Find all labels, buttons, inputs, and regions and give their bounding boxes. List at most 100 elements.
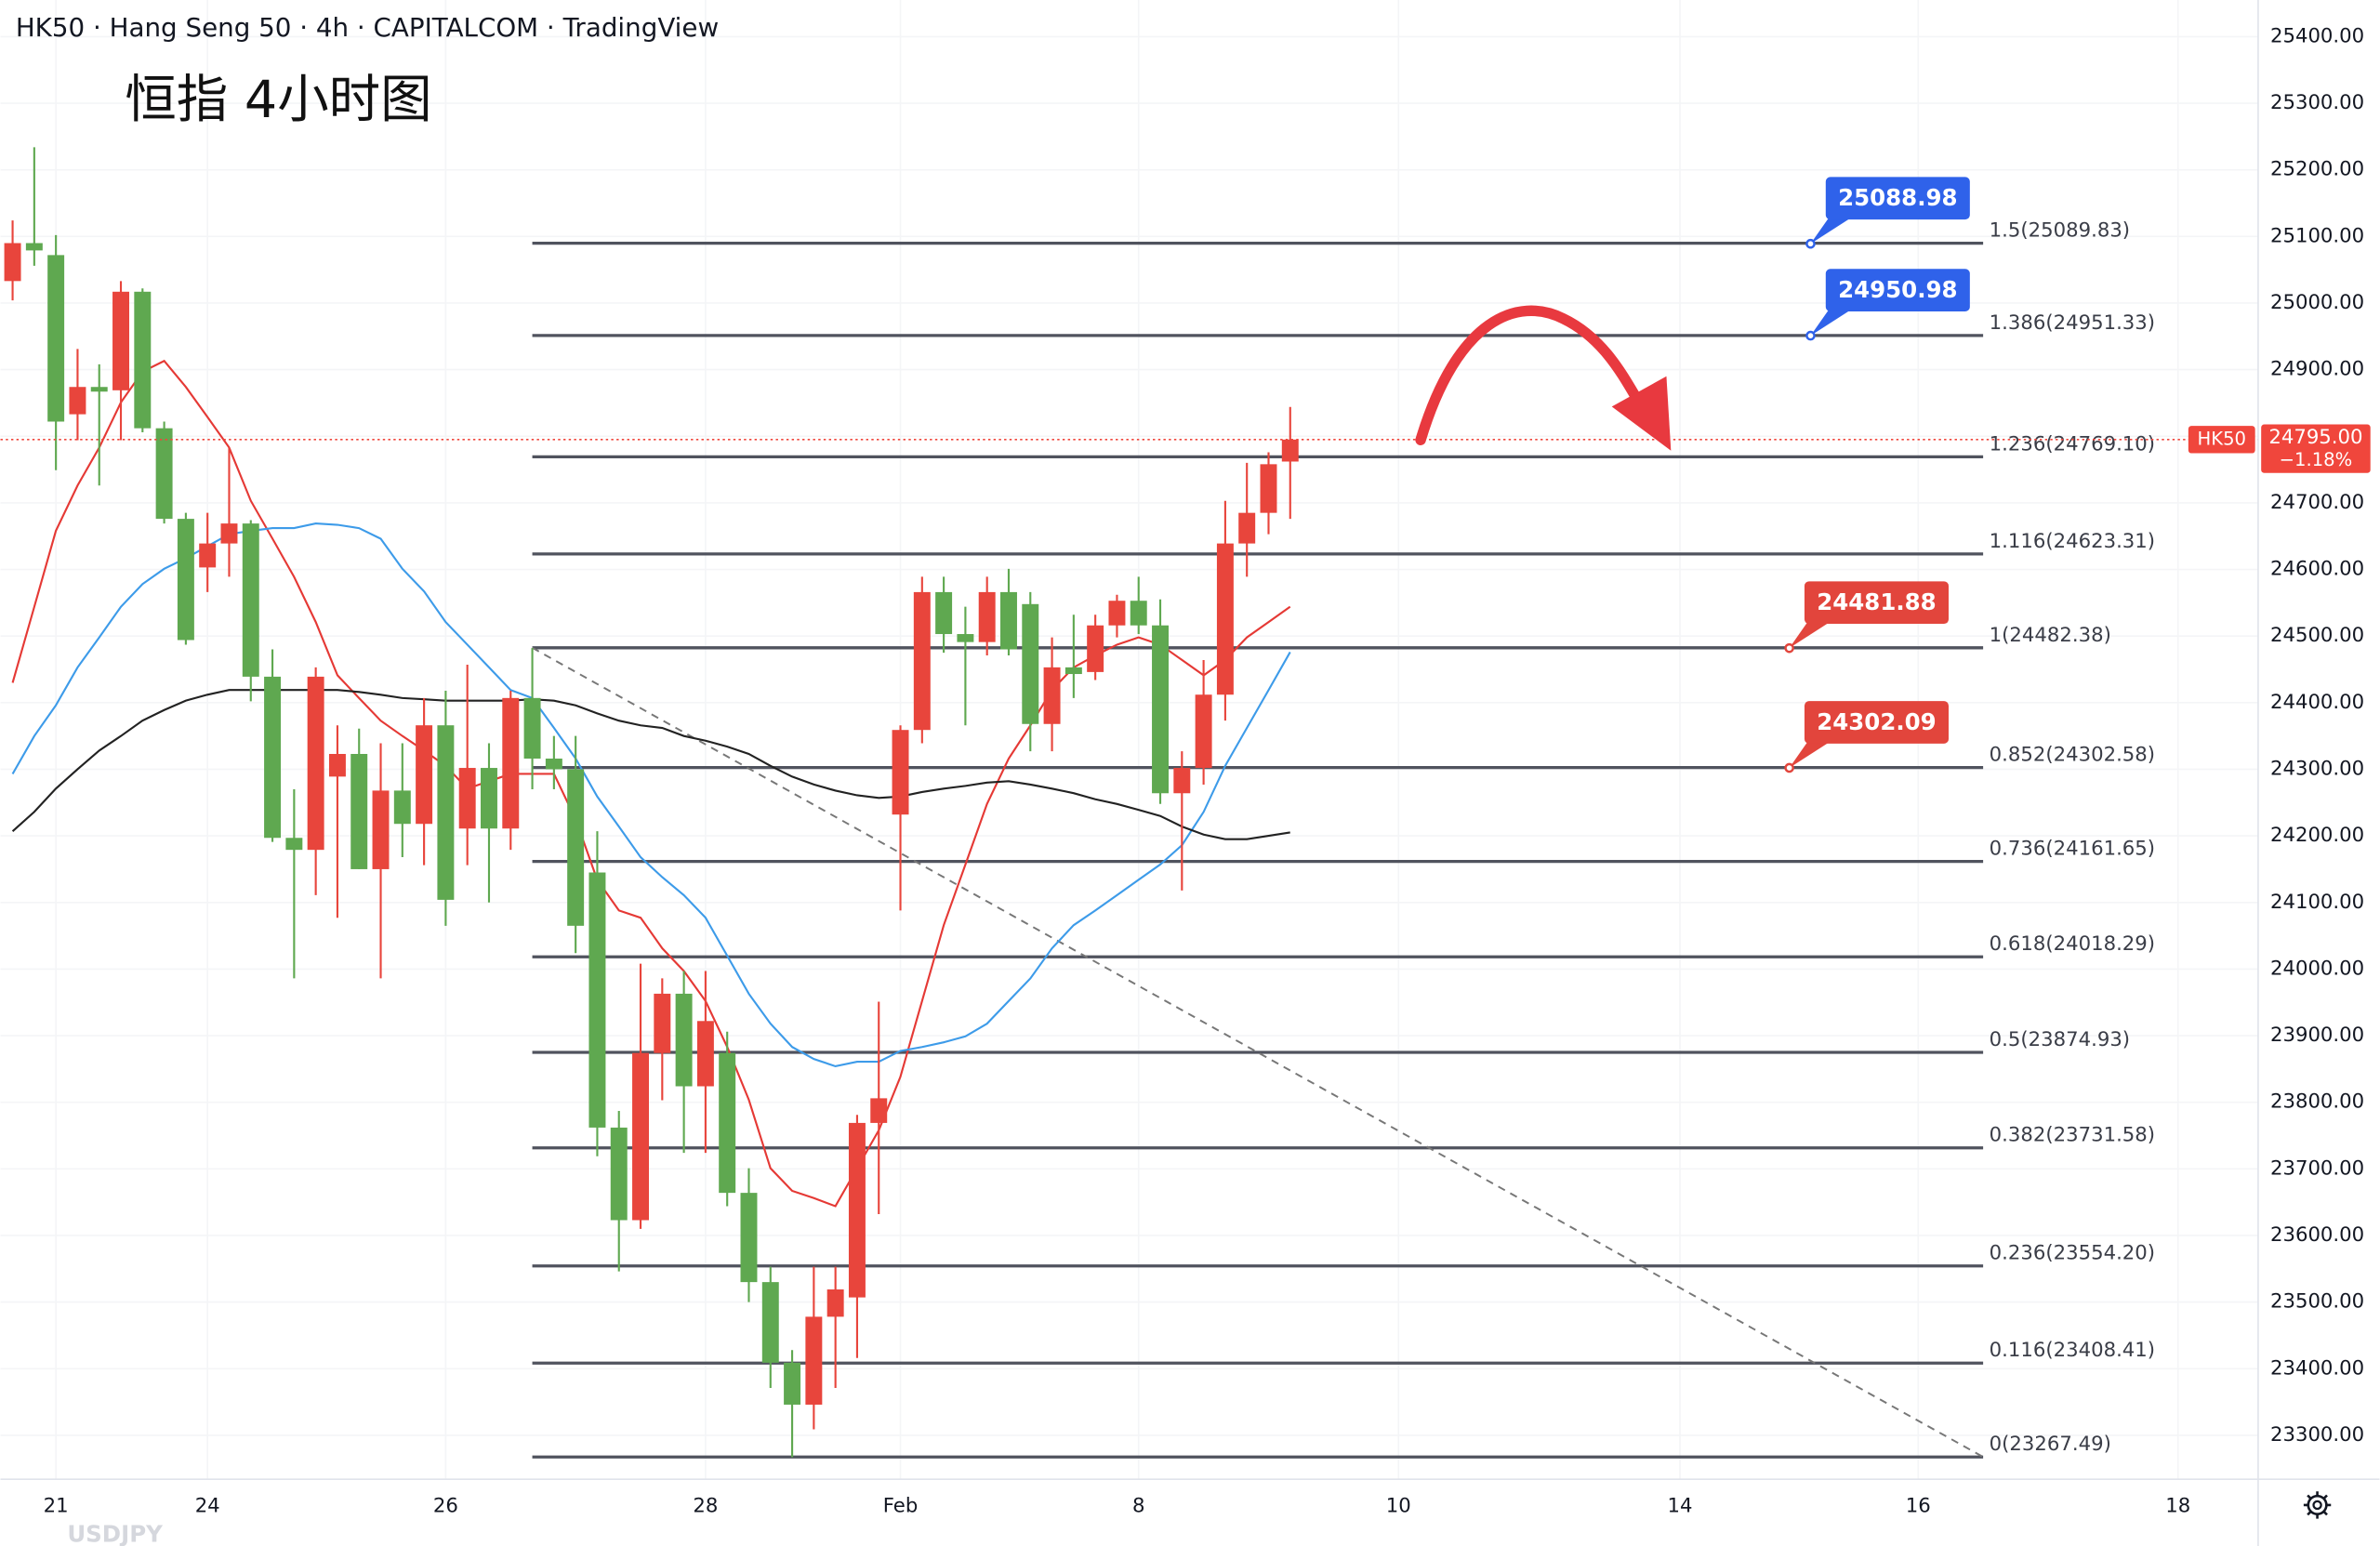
y-tick-label: 24200.00 (2270, 824, 2364, 847)
x-tick-label: 21 (44, 1495, 69, 1518)
candle-body (696, 1021, 714, 1087)
arrow-curve (1415, 305, 1642, 445)
y-tick-label: 24700.00 (2270, 491, 2364, 514)
header: HK50 · Hang Seng 50 · 4h · CAPITALCOM · … (16, 12, 719, 43)
price-tag (2261, 424, 2371, 473)
candle-body (978, 591, 996, 642)
fib-label: 0.116(23408.41) (1990, 1339, 2155, 1362)
fib-label: 0.736(24161.65) (1990, 838, 2155, 861)
candle-body (1260, 464, 1277, 513)
candle-body (567, 769, 585, 926)
y-tick-label: 23500.00 (2270, 1290, 2364, 1314)
candle-body (112, 291, 129, 390)
grid-layer (0, 0, 2258, 1480)
y-tick-label: 25200.00 (2270, 158, 2364, 181)
fib-label: 1.386(24951.33) (1990, 311, 2155, 335)
candle-body (675, 993, 693, 1087)
candle-body (588, 872, 606, 1128)
y-tick-label: 24300.00 (2270, 757, 2364, 780)
y-tick-label: 25300.00 (2270, 91, 2364, 114)
plot-layer (0, 147, 2258, 1458)
x-tick-label: 16 (1906, 1495, 1931, 1518)
fib-label: 0.5(23874.93) (1990, 1028, 2130, 1051)
x-tick-label: 10 (1386, 1495, 1411, 1518)
candle-body (1173, 768, 1191, 794)
x-tick-label: 8 (1132, 1495, 1145, 1518)
y-tick-label: 25000.00 (2270, 291, 2364, 314)
y-tick-label: 24600.00 (2270, 558, 2364, 581)
candle-body (935, 591, 953, 635)
candle-body (805, 1316, 823, 1405)
candle-body (134, 291, 152, 429)
fib-label: 0.618(24018.29) (1990, 932, 2155, 956)
x-tick-label: 24 (195, 1495, 220, 1518)
symbol-tag-text: HK50 (2198, 428, 2246, 449)
candle-body (1216, 543, 1234, 695)
candle-body (328, 753, 346, 777)
y-tick-label: 24900.00 (2270, 358, 2364, 381)
candle-body (4, 243, 21, 282)
candle-body (523, 697, 541, 760)
x-tick-label: Feb (883, 1495, 919, 1518)
candle-body (761, 1282, 779, 1363)
y-tick-label: 23600.00 (2270, 1223, 2364, 1247)
candle-body (784, 1362, 801, 1405)
candle-body (47, 255, 65, 422)
candle-body (654, 993, 671, 1053)
candle-body (1043, 667, 1061, 724)
candle-body (740, 1193, 758, 1283)
callout-box (1804, 581, 1949, 625)
candle-body (264, 676, 282, 839)
fib-label: 0.382(23731.58) (1990, 1124, 2155, 1147)
candle-body (458, 768, 476, 829)
candle-body (199, 543, 217, 568)
y-tick-label: 24000.00 (2270, 957, 2364, 980)
candle-body (285, 838, 303, 851)
moving-average (11, 689, 1290, 840)
candle-body (826, 1289, 844, 1317)
y-tick-label: 25100.00 (2270, 224, 2364, 247)
candle-body (1087, 625, 1104, 672)
fib-label: 1.236(24769.10) (1990, 432, 2155, 456)
callout-pointer (1810, 305, 1854, 337)
candle-body (1064, 667, 1082, 675)
y-tick-label: 23800.00 (2270, 1090, 2364, 1114)
callout-anchor (1805, 238, 1816, 249)
candle-body (848, 1122, 866, 1298)
settings-icon[interactable] (2303, 1491, 2332, 1519)
candle-body (632, 1052, 650, 1221)
fib-label: 1.116(24623.31) (1990, 530, 2155, 553)
candle-body (1152, 625, 1170, 794)
candle-body (1000, 591, 1017, 650)
candle-body (719, 1052, 736, 1194)
callout-box (1825, 177, 1970, 220)
candle-body (242, 523, 259, 677)
callout-pointer (1789, 617, 1832, 649)
callout-pointer (1789, 737, 1832, 768)
candle-body (481, 768, 497, 829)
price-tag-change: −1.18% (2280, 449, 2353, 470)
fibonacci-layer: 1.5(25089.83) 1.386(24951.33) 1.236(24769.… (532, 219, 2155, 1459)
callout-text: 24481.88 (1817, 588, 1936, 615)
y-tick-label: 24400.00 (2270, 691, 2364, 714)
callout-anchor (1805, 330, 1816, 341)
fib-label: 0(23267.49) (1990, 1433, 2111, 1456)
callout-text: 24302.09 (1817, 708, 1936, 735)
callout-anchor (1784, 762, 1794, 773)
x-tick-label: 28 (693, 1495, 718, 1518)
candle-body (437, 725, 455, 900)
candle-body (892, 730, 909, 815)
x-tick-label: 26 (433, 1495, 458, 1518)
candle-body (913, 591, 931, 731)
callout-pointer (1810, 213, 1854, 244)
footer-symbol: USDJPY (67, 1521, 163, 1546)
candle-body (220, 523, 238, 544)
chart-title: 恒指 4小时图 (125, 71, 431, 130)
candle-body (177, 519, 194, 641)
y-tick-label: 25400.00 (2270, 24, 2364, 47)
candle-body (1022, 603, 1039, 724)
y-tick-label: 23400.00 (2270, 1356, 2364, 1380)
candle-body (1281, 439, 1299, 462)
